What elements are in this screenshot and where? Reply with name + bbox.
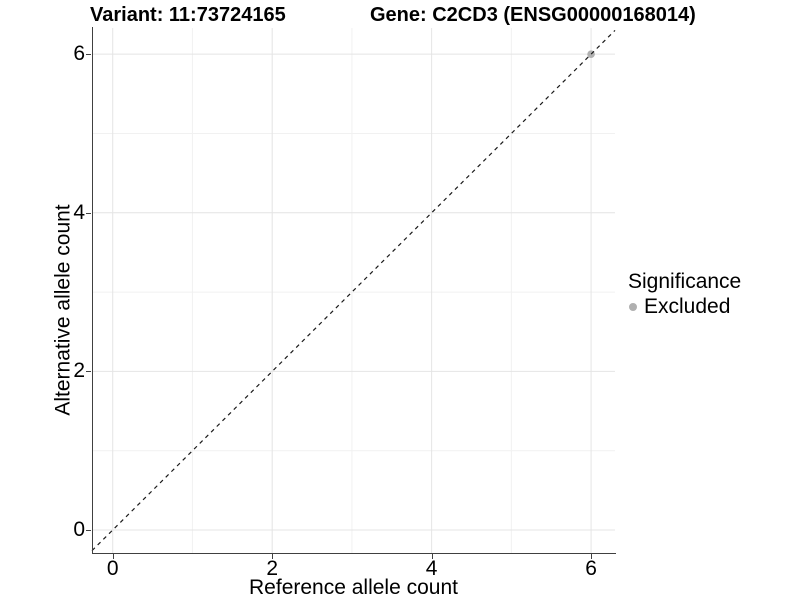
y-tick-mark <box>86 371 91 373</box>
x-tick-label: 0 <box>106 557 119 580</box>
x-tick-mark <box>272 554 274 559</box>
y-tick-mark <box>86 530 91 531</box>
x-tick-label: 6 <box>585 557 597 580</box>
legend: Significance Excluded <box>628 270 741 319</box>
plot-title-variant: Variant: 11:73724165 <box>90 4 286 26</box>
plot-title-gene: Gene: C2CD3 (ENSG00000168014) <box>370 4 696 26</box>
legend-title: Significance <box>628 270 742 293</box>
plot-panel <box>91 28 616 553</box>
x-tick-mark <box>112 554 114 559</box>
x-tick-mark <box>431 554 433 559</box>
y-axis-line <box>92 27 93 554</box>
excluded-point-icon <box>629 303 637 311</box>
plot-panel-canvas <box>91 28 616 553</box>
y-tick-label: 2 <box>73 359 85 383</box>
x-tick-mark <box>591 554 593 559</box>
y-tick-label: 4 <box>73 200 85 224</box>
identity-reference-line <box>91 29 616 552</box>
legend-item-label: Excluded <box>644 295 731 318</box>
x-tick-label: 4 <box>425 557 438 580</box>
x-tick-label: 2 <box>266 557 279 580</box>
legend-item-excluded: Excluded <box>628 295 741 319</box>
y-tick-mark <box>86 212 91 214</box>
y-tick-label: 6 <box>73 42 85 66</box>
x-axis-line <box>92 553 616 554</box>
y-tick-label: 0 <box>73 518 85 541</box>
y-tick-mark <box>86 54 91 56</box>
x-axis-title: Reference allele count <box>249 576 458 599</box>
